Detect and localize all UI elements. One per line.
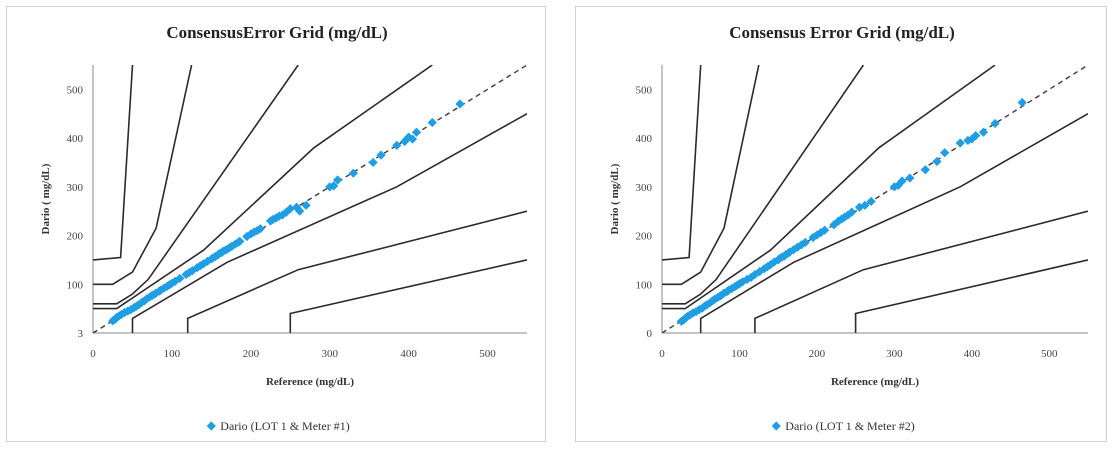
- plot-area: [662, 65, 1088, 333]
- y-tick-label: 500: [636, 84, 653, 96]
- data-point: [134, 300, 144, 310]
- error-grid-chart-2: Consensus Error Grid (mg/dL) 0 100 200 300 40…: [609, 23, 1088, 433]
- x-tick-label: 0: [659, 348, 665, 360]
- zone-boundary-line: [854, 259, 1088, 333]
- zone-boundary-line: [93, 65, 134, 261]
- zone-boundary-line: [699, 113, 1088, 333]
- x-tick-label: 100: [164, 348, 181, 360]
- legend-marker: [771, 421, 781, 431]
- chart-panel-2: Consensus Error Grid (mg/dL) 0 100 200 300 40…: [575, 6, 1107, 442]
- zone-boundary-line: [186, 210, 527, 333]
- data-point: [932, 156, 942, 167]
- data-point: [854, 202, 865, 212]
- y-tick-label: 200: [636, 231, 653, 243]
- data-point: [837, 214, 847, 224]
- data-point: [235, 236, 245, 246]
- data-point: [348, 168, 358, 178]
- data-point: [404, 132, 414, 142]
- data-point: [820, 225, 830, 235]
- plot-area: [93, 65, 527, 333]
- chart-panel-1: ConsensusError Grid (mg/dL) 0 100 200 300 400…: [6, 6, 546, 442]
- data-point: [301, 200, 311, 210]
- zone-boundary-line: [662, 65, 760, 286]
- data-point: [955, 138, 965, 148]
- data-point: [123, 306, 133, 316]
- data-point: [295, 206, 305, 216]
- data-point: [181, 269, 191, 280]
- data-point: [860, 200, 870, 210]
- legend-label: Dario (LOT 1 & Meter #1): [220, 419, 349, 433]
- zone-boundary-line: [662, 65, 996, 310]
- data-point: [897, 176, 907, 186]
- data-point: [368, 157, 378, 168]
- x-tick-label: 100: [731, 348, 748, 360]
- zone-boundary-line: [289, 259, 527, 333]
- x-tick-label: 300: [321, 348, 338, 360]
- x-tick-label: 500: [1041, 348, 1058, 360]
- chart-title: Consensus Error Grid (mg/dL): [729, 23, 955, 42]
- data-point: [407, 134, 418, 144]
- data-point: [685, 310, 695, 320]
- y-tick-label: 400: [636, 133, 653, 145]
- legend-marker: [206, 421, 216, 431]
- data-point: [376, 150, 386, 160]
- data-point: [847, 207, 857, 217]
- data-point: [167, 278, 177, 288]
- data-point: [800, 237, 810, 247]
- zone-boundary-line: [662, 65, 865, 305]
- data-point: [170, 276, 180, 286]
- data-point: [990, 118, 1000, 129]
- data-point: [843, 210, 853, 220]
- x-axis-label: Reference (mg/dL): [831, 376, 919, 388]
- data-point: [392, 140, 402, 150]
- data-point: [920, 165, 930, 175]
- data-point: [893, 180, 903, 190]
- zone-boundary-line: [93, 65, 193, 286]
- data-point: [940, 148, 950, 158]
- zone-boundary-line: [131, 113, 527, 333]
- y-tick-label: 3: [78, 328, 84, 340]
- data-point: [905, 173, 915, 183]
- y-tick-label: 200: [67, 231, 84, 243]
- data-point: [427, 117, 437, 128]
- zone-boundary-line: [754, 210, 1088, 333]
- x-tick-label: 200: [809, 348, 826, 360]
- data-point: [971, 131, 981, 141]
- data-point: [175, 273, 185, 284]
- y-tick-label: 400: [67, 133, 84, 145]
- data-point: [455, 99, 465, 109]
- data-point: [195, 261, 205, 271]
- x-tick-label: 400: [964, 348, 981, 360]
- data-point: [277, 210, 287, 220]
- data-point: [333, 175, 343, 185]
- data-point: [285, 204, 295, 214]
- x-tick-label: 500: [479, 348, 496, 360]
- x-axis-label: Reference (mg/dL): [266, 376, 354, 388]
- y-tick-label: 100: [67, 279, 84, 291]
- y-tick-label: 300: [67, 182, 84, 194]
- x-tick-label: 200: [243, 348, 260, 360]
- y-tick-label: 0: [647, 328, 653, 340]
- data-point: [329, 181, 339, 191]
- x-tick-label: 400: [400, 348, 417, 360]
- zone-boundary-line: [93, 65, 433, 310]
- zone-boundary-line: [93, 65, 299, 305]
- x-tick-label: 0: [90, 348, 96, 360]
- legend-label: Dario (LOT 1 & Meter #2): [785, 419, 914, 433]
- y-tick-label: 100: [636, 279, 653, 291]
- y-tick-label: 300: [636, 182, 653, 194]
- y-axis-label: Dario ( mg/dL): [40, 163, 52, 234]
- chart-title: ConsensusError Grid (mg/dL): [166, 23, 387, 42]
- data-point: [978, 127, 989, 137]
- x-tick-label: 300: [886, 348, 903, 360]
- zone-boundary-line: [662, 65, 702, 261]
- data-point: [967, 134, 977, 144]
- y-axis-label: Dario ( mg/dL): [609, 163, 621, 234]
- error-grid-chart-1: ConsensusError Grid (mg/dL) 0 100 200 300 400…: [40, 23, 527, 433]
- y-tick-label: 500: [67, 84, 84, 96]
- data-point: [1017, 97, 1027, 108]
- data-point: [866, 196, 876, 207]
- data-point: [325, 182, 335, 192]
